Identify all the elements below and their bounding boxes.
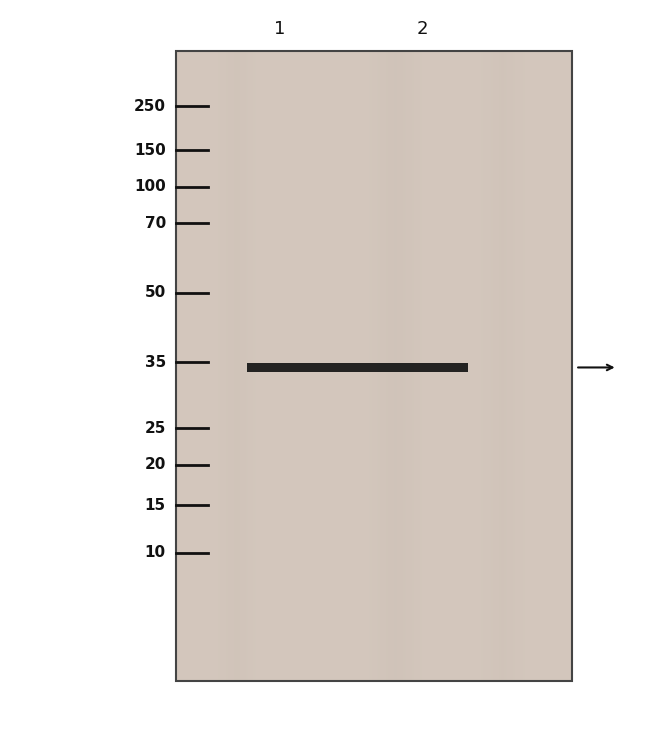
- Text: 1: 1: [274, 20, 285, 38]
- Text: 2: 2: [417, 20, 428, 38]
- FancyBboxPatch shape: [247, 363, 468, 372]
- Text: 70: 70: [144, 216, 166, 231]
- Text: 35: 35: [144, 355, 166, 370]
- Text: 15: 15: [144, 498, 166, 512]
- Text: 100: 100: [134, 179, 166, 194]
- Text: 250: 250: [134, 99, 166, 113]
- Text: 50: 50: [144, 285, 166, 300]
- Text: 150: 150: [134, 143, 166, 157]
- Text: 10: 10: [144, 545, 166, 560]
- Text: 20: 20: [144, 458, 166, 472]
- Text: 25: 25: [144, 421, 166, 436]
